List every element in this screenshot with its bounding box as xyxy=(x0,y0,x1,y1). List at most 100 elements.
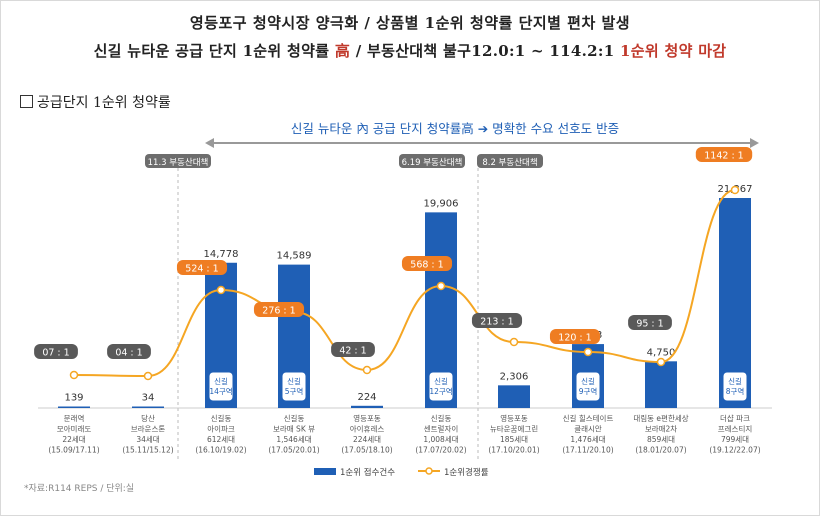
bar-value-label: 139 xyxy=(64,393,83,404)
rate-bubble xyxy=(471,313,523,328)
category-tick-label: 859세대 xyxy=(647,435,675,444)
bar-value-label: 14,778 xyxy=(204,249,239,260)
category-tick-label: 보라매2차 xyxy=(645,425,677,434)
category-tick-label: 신길 힐스테이트 xyxy=(563,413,614,423)
category-tick-label: (19.12/22.07) xyxy=(709,446,760,455)
subtitle-highlight-close: 1순위 청약 마감 xyxy=(620,42,727,60)
bar-receipts xyxy=(132,406,164,408)
category-tick-label: 1,008세대 xyxy=(423,435,458,444)
category-tick-label: (17.11/20.10) xyxy=(562,446,613,455)
annotation-arrow-right-head xyxy=(750,138,759,148)
bar-value-label: 34 xyxy=(142,393,155,404)
rate-bubble xyxy=(107,344,151,359)
category-tick-label: (17.05/18.10) xyxy=(341,446,392,455)
rate-point xyxy=(362,365,372,375)
annotation-arrow-label: 신길 뉴타운 內 공급 단지 청약률高 ➔ 명확한 수요 선호도 반증 xyxy=(291,121,619,136)
bar-receipts xyxy=(58,406,90,408)
category-tick-label: 보라매 SK 뷰 xyxy=(273,425,315,434)
checkbox-square-icon xyxy=(20,95,33,108)
rate-point xyxy=(583,347,593,357)
rate-line-series xyxy=(73,189,736,378)
legend-line-marker xyxy=(425,467,433,475)
district-badge-label-top: 신길 xyxy=(728,377,742,386)
district-badge-label-bottom: 12구역 xyxy=(429,386,452,396)
category-tick-label: 612세대 xyxy=(207,435,235,444)
rate-point xyxy=(69,370,79,380)
policy-tag-badge xyxy=(399,154,465,168)
rate-point xyxy=(143,371,153,381)
category-tick-label: 더샵 파크 xyxy=(720,413,750,423)
bar-value-label: 14,589 xyxy=(277,251,312,262)
category-tick-label: 센트럴자이 xyxy=(424,424,459,434)
bar-value-label: 4,750 xyxy=(647,347,676,358)
category-tick-label: 프레스티지 xyxy=(718,425,753,434)
district-badge-label-bottom: 14구역 xyxy=(209,386,232,396)
category-tick-label: 브라운스톤 xyxy=(131,425,166,434)
legend-bar-label: 1순위 접수건수 xyxy=(340,467,395,478)
policy-tag-badge xyxy=(477,154,543,168)
bar-receipts xyxy=(498,385,530,408)
annotation-arrow-left-head xyxy=(205,138,214,148)
category-tick-label: 영등포동 xyxy=(500,413,528,423)
legend-bar-swatch xyxy=(314,468,336,475)
section-label-text: 공급단지 1순위 청약률 xyxy=(37,95,171,111)
bar-receipts xyxy=(351,405,383,408)
category-tick-label: 신길동 xyxy=(211,414,232,423)
subtitle-part-a: 신길 뉴타운 공급 단지 1순위 청약률 xyxy=(93,42,335,60)
rate-point xyxy=(216,285,226,295)
chart-title: 영등포구 청약시장 양극화 / 상품별 1순위 청약률 단지별 편차 발생 xyxy=(189,14,631,32)
category-tick-label: 뉴타운꿈에그린 xyxy=(490,424,538,434)
policy-tag-label: 8.2 부동산대책 xyxy=(482,157,537,168)
rate-bubble xyxy=(176,260,228,275)
rate-label: 524 : 1 xyxy=(185,264,218,275)
category-tick-label: 클래시안 xyxy=(574,424,602,434)
category-tick-label: 아이파크 xyxy=(207,424,235,434)
bar-value-label: 2,306 xyxy=(500,371,529,382)
legend-line-label: 1순위경쟁률 xyxy=(444,467,489,478)
category-tick-label: 대림동 e편한세상 xyxy=(633,413,688,423)
district-badge-label-top: 신길 xyxy=(581,377,595,386)
district-badge-label-top: 신길 xyxy=(287,377,301,386)
rate-bubble xyxy=(628,315,672,330)
district-badge-label-top: 신길 xyxy=(214,377,228,386)
district-badge-label-top: 신길 xyxy=(434,377,448,386)
category-tick-label: 신길동 xyxy=(284,414,305,423)
category-tick-label: 224세대 xyxy=(353,435,381,444)
rate-label: 07 : 1 xyxy=(42,348,69,359)
category-tick-label: 문래역 xyxy=(64,413,85,423)
category-tick-label: 1,546세대 xyxy=(276,435,311,444)
district-badge-label-bottom: 8구역 xyxy=(726,386,745,396)
rate-bubble xyxy=(34,344,78,359)
rate-point xyxy=(656,357,666,367)
rate-point xyxy=(730,185,740,195)
rate-label: 04 : 1 xyxy=(115,348,142,359)
category-tick-label: (15.11/15.12) xyxy=(122,446,173,455)
rate-label: 213 : 1 xyxy=(480,317,513,328)
category-tick-label: 185세대 xyxy=(500,435,528,444)
rate-bubble xyxy=(401,256,453,271)
district-badge xyxy=(576,372,600,401)
rate-label: 120 : 1 xyxy=(558,333,591,344)
bar-receipts xyxy=(645,361,677,408)
bar-value-label: 224 xyxy=(357,392,376,403)
category-tick-label: 아이휴레스 xyxy=(350,424,385,434)
category-tick-label: 22세대 xyxy=(62,435,85,444)
district-badge-label-bottom: 5구역 xyxy=(285,386,304,396)
category-tick-label: (16.10/19.02) xyxy=(195,446,246,455)
subtitle-part-c: / 부동산대책 불구12.0:1 ~ 114.2:1 xyxy=(350,42,621,60)
category-tick-label: (15.09/17.11) xyxy=(48,446,99,455)
rate-bubble xyxy=(695,147,753,162)
policy-tag-label: 11.3 부동산대책 xyxy=(148,157,209,168)
policy-tag-badge xyxy=(145,154,211,168)
category-tick-label: 당산 xyxy=(141,413,155,423)
rate-label: 95 : 1 xyxy=(636,319,663,330)
rate-point xyxy=(436,281,446,291)
bar-value-label: 19,906 xyxy=(424,198,459,209)
district-badge xyxy=(209,372,233,401)
rate-label: 276 : 1 xyxy=(262,306,295,317)
category-tick-label: 799세대 xyxy=(721,435,749,444)
rate-bubble xyxy=(549,329,601,344)
policy-tag-label: 6.19 부동산대책 xyxy=(402,157,463,168)
section-label: 공급단지 1순위 청약률 xyxy=(20,92,171,112)
subtitle-highlight-high: 高 xyxy=(334,42,351,60)
